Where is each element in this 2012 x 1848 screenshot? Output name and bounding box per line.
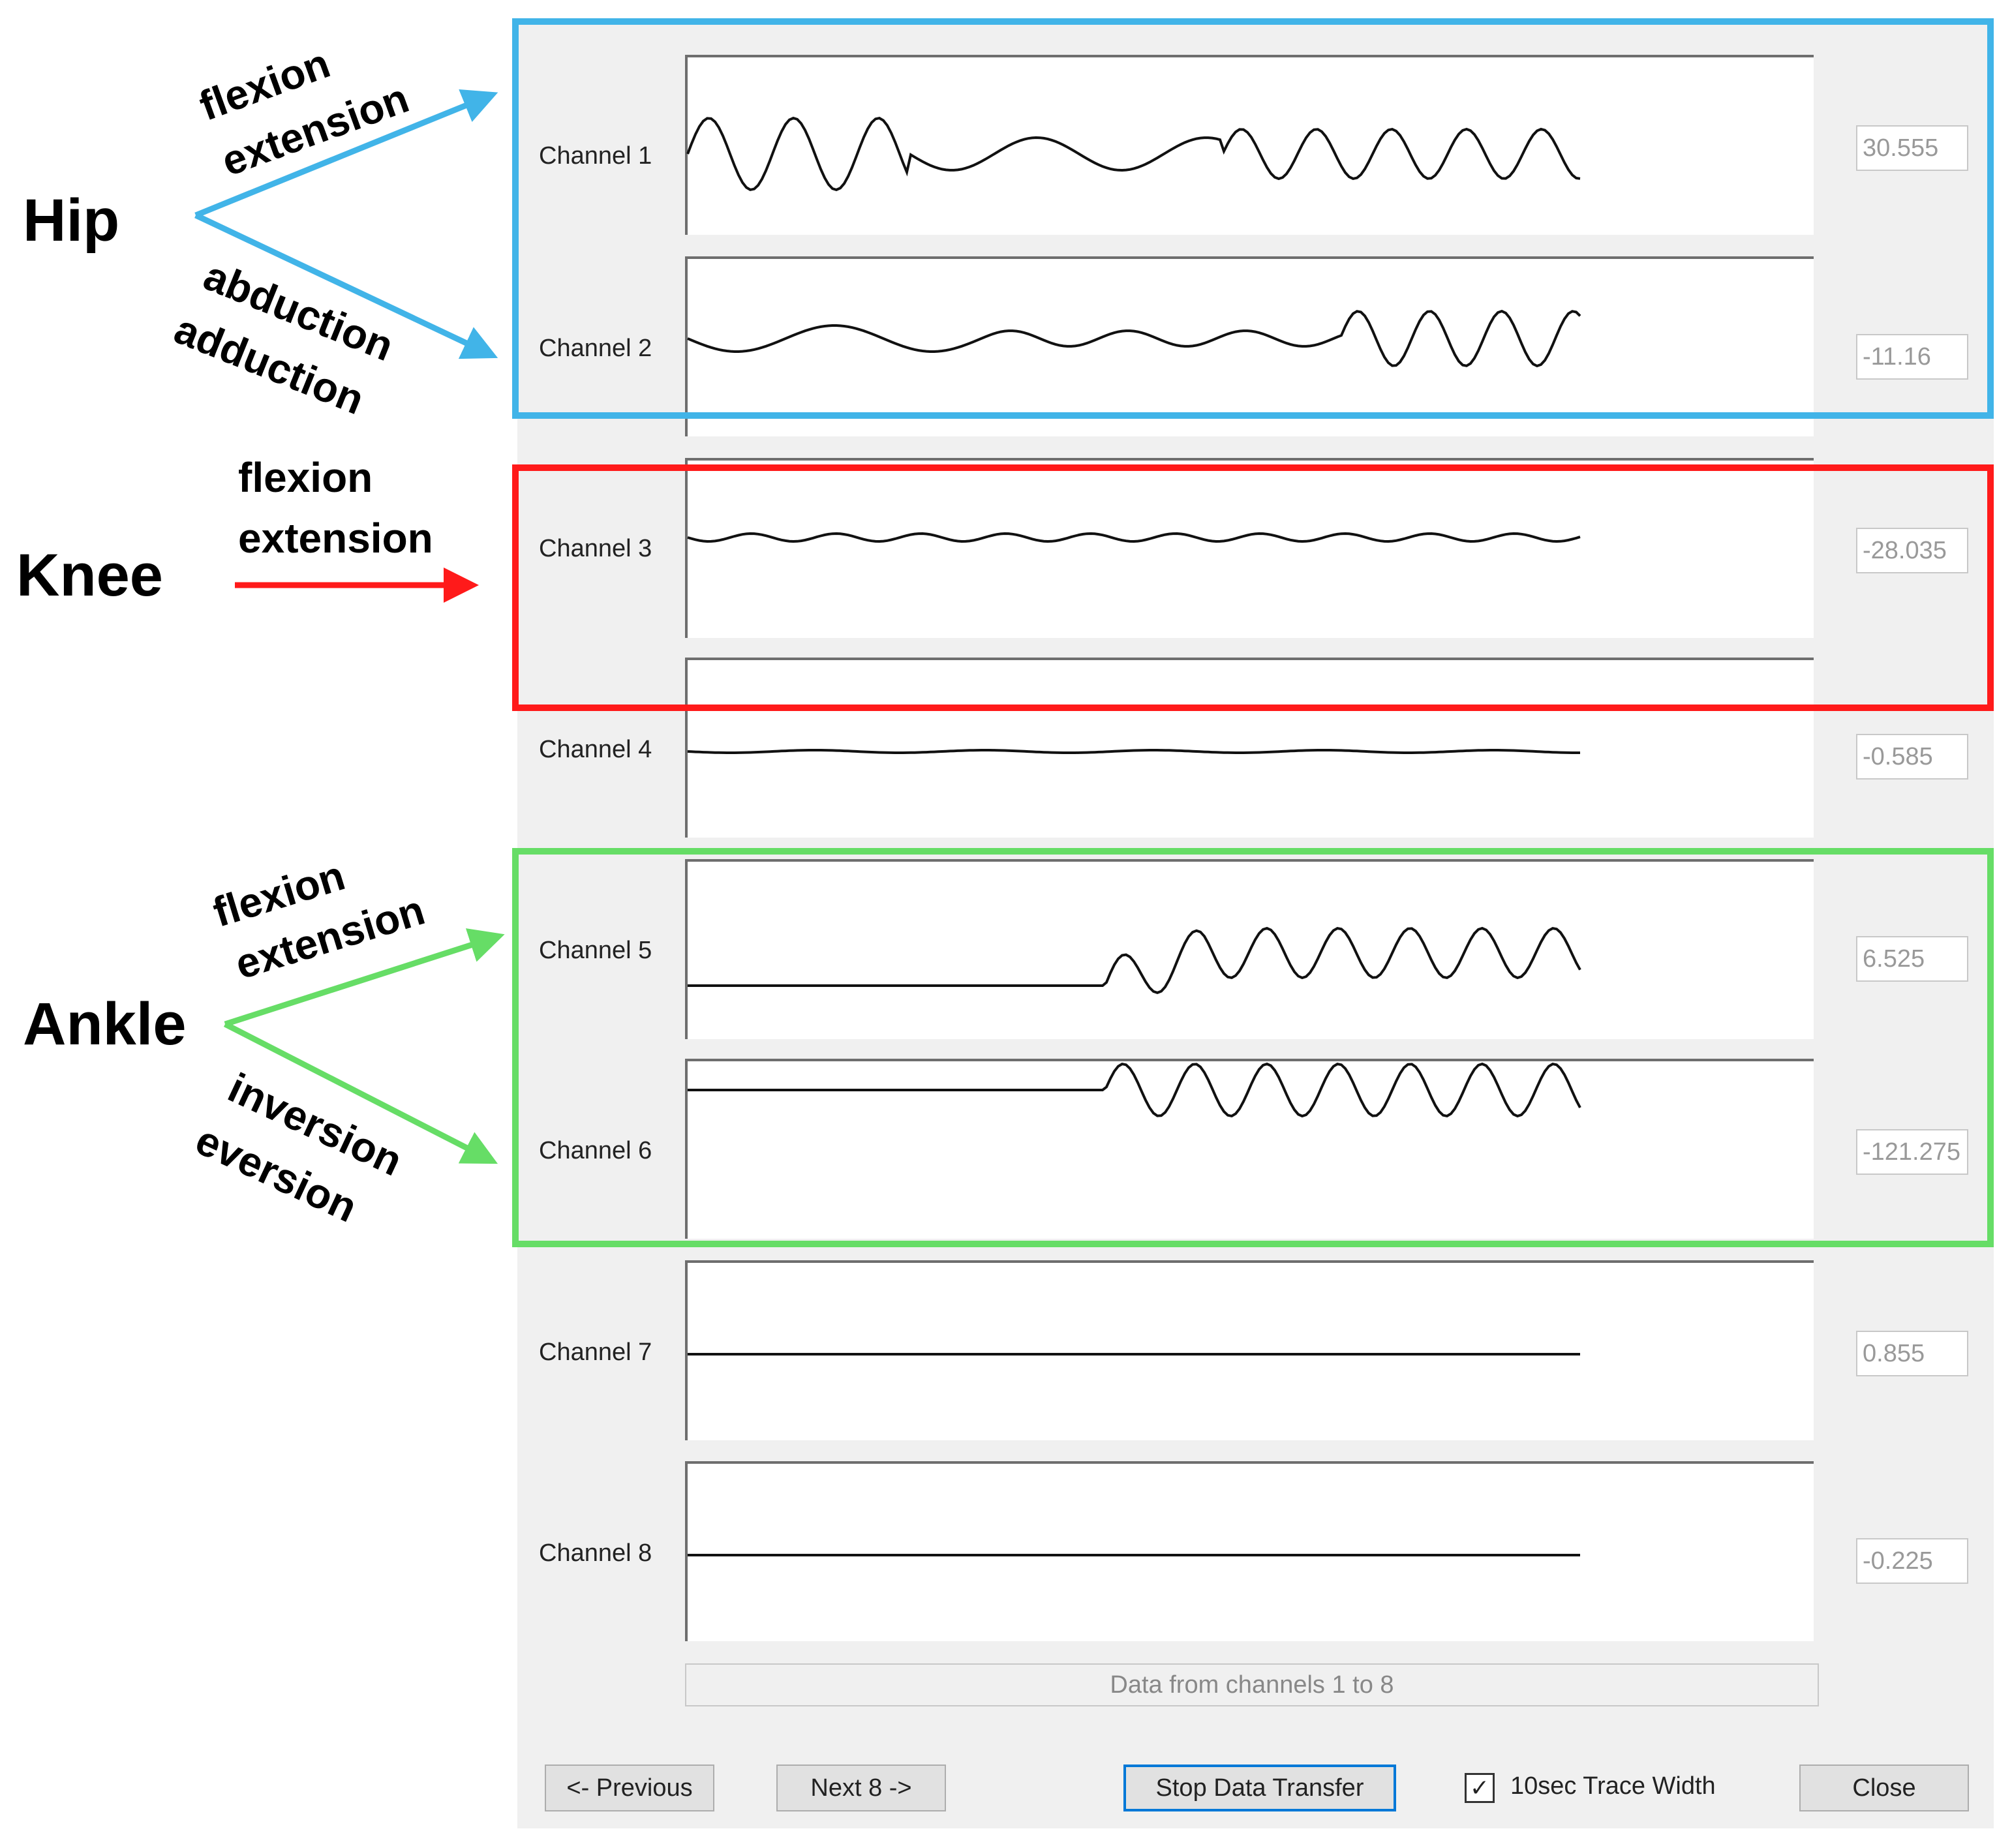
channel-5-value: 6.525 <box>1856 936 1968 982</box>
channel-3-value: -28.035 <box>1856 528 1968 573</box>
channel-range-status: Data from channels 1 to 8 <box>685 1663 1819 1706</box>
channel-4-plot <box>685 658 1814 838</box>
hip-label: Hip <box>23 187 120 254</box>
channel-8-value: -0.225 <box>1856 1538 1968 1584</box>
channel-2-value: -11.16 <box>1856 334 1968 380</box>
channel-2-label: Channel 2 <box>539 335 652 362</box>
channel-2-plot <box>685 256 1814 436</box>
previous-button[interactable]: <- Previous <box>545 1765 714 1811</box>
channel-4-label: Channel 4 <box>539 736 652 763</box>
knee-label: Knee <box>16 542 163 609</box>
trace-width-checkbox[interactable]: ✓ <box>1465 1773 1495 1803</box>
channel-5-label: Channel 5 <box>539 937 652 964</box>
trace-width-label: 10sec Trace Width <box>1510 1772 1716 1800</box>
channel-1-value: 30.555 <box>1856 125 1968 171</box>
knee-flexion-label: flexion <box>238 454 373 501</box>
channel-4-trace <box>687 749 1580 754</box>
hip-highlight-box <box>512 18 1994 419</box>
channel-4-value: -0.585 <box>1856 734 1968 780</box>
stop-data-transfer-button[interactable]: Stop Data Transfer <box>1123 1765 1396 1811</box>
channel-7-value: 0.855 <box>1856 1331 1968 1376</box>
channel-1-trace <box>686 116 1581 192</box>
channel-8-plot <box>685 1461 1814 1641</box>
close-button[interactable]: Close <box>1799 1765 1969 1811</box>
ankle-highlight-box <box>512 848 1994 1247</box>
channel-3-label: Channel 3 <box>539 535 652 562</box>
channel-3-plot <box>685 458 1814 638</box>
channel-7-label: Channel 7 <box>539 1339 652 1366</box>
next-button[interactable]: Next 8 -> <box>776 1765 946 1811</box>
ankle-label: Ankle <box>23 991 187 1057</box>
channel-6-trace <box>688 1062 1581 1118</box>
knee-extension-label: extension <box>238 515 433 562</box>
channel-2-trace <box>687 309 1581 368</box>
channel-7-plot <box>685 1260 1814 1440</box>
knee-highlight-box <box>512 464 1994 711</box>
channel-6-plot <box>685 1059 1814 1239</box>
channel-1-plot <box>685 55 1814 235</box>
channel-1-label: Channel 1 <box>539 142 652 170</box>
channel-8-label: Channel 8 <box>539 1539 652 1567</box>
channel-5-plot <box>685 859 1814 1039</box>
channel-6-value: -121.275 <box>1856 1129 1968 1175</box>
channel-5-trace <box>688 926 1581 995</box>
channel-3-trace <box>687 532 1581 543</box>
channel-6-label: Channel 6 <box>539 1137 652 1164</box>
